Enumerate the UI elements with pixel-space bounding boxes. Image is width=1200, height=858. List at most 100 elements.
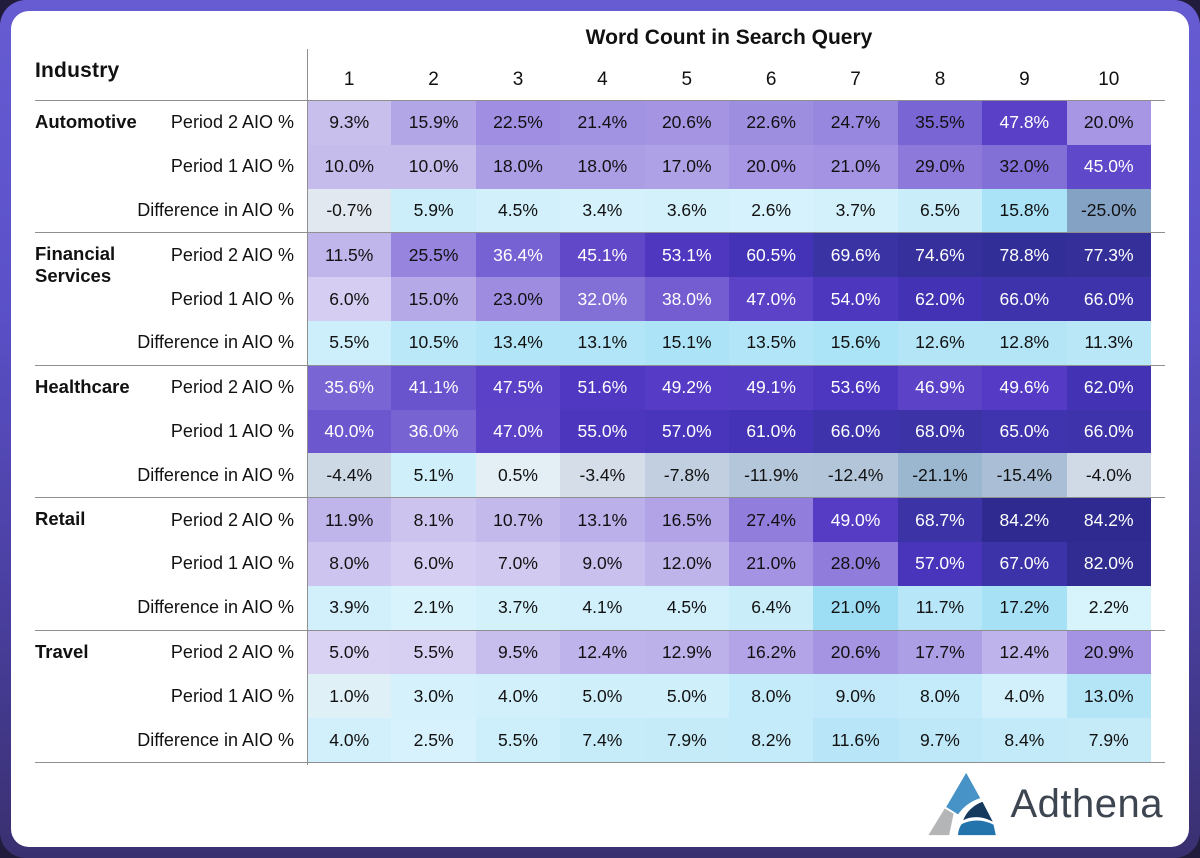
table-content: Industry Word Count in Search Query 1 2 3 4…	[35, 23, 1165, 765]
heatmap-cell: 1.0%	[307, 674, 392, 719]
heatmap-cell: 22.5%	[475, 101, 561, 145]
heatmap-cell: 18.0%	[475, 144, 561, 189]
heatmap-cell: 8.0%	[307, 541, 392, 586]
heatmap-cell: 38.0%	[644, 277, 729, 321]
heatmap-cell: 17.0%	[644, 144, 729, 189]
heatmap-cell: 7.9%	[644, 718, 729, 762]
heatmap-cell: -12.4%	[813, 453, 898, 498]
heatmap-cell: 13.1%	[560, 320, 645, 365]
heatmap-cell: 77.3%	[1066, 233, 1151, 278]
heatmap-cell: 35.6%	[307, 365, 392, 410]
heatmap-cell: 82.0%	[1066, 541, 1151, 586]
heatmap-cell: 49.6%	[982, 365, 1067, 410]
chart-title: Word Count in Search Query	[585, 26, 873, 49]
heatmap-cell: 13.0%	[1066, 674, 1151, 719]
heatmap-cell: 13.1%	[560, 498, 645, 542]
heatmap-cell: 10.7%	[475, 498, 561, 542]
heatmap-cell: 11.3%	[1066, 320, 1151, 365]
heatmap-cell: 66.0%	[1066, 409, 1151, 454]
heatmap-cell: 18.0%	[560, 144, 645, 189]
heatmap-cell: 3.4%	[560, 188, 645, 233]
heatmap-cell: -15.4%	[982, 453, 1067, 498]
metric-row-label: Difference in AIO %	[137, 332, 294, 353]
heatmap-cell: -0.7%	[307, 188, 392, 233]
industry-block: Financial Services Period 2 AIO % 11.5% 25.…	[35, 232, 1165, 365]
heatmap-cell: 16.2%	[728, 630, 814, 675]
heatmap-cell: 12.9%	[644, 630, 729, 675]
heatmap-cell: 13.4%	[475, 320, 561, 365]
heatmap-cell: 32.0%	[560, 277, 645, 321]
heatmap-cell: 20.0%	[728, 144, 814, 189]
industry-name: Retail	[35, 508, 86, 530]
column-header: 1	[343, 69, 355, 90]
heatmap-cell: 5.0%	[560, 674, 645, 719]
heatmap-cell: 2.2%	[1066, 585, 1151, 630]
metric-row-label: Period 1 AIO %	[170, 156, 294, 177]
heatmap-cell: 23.0%	[475, 277, 561, 321]
heatmap-cell: 12.4%	[560, 630, 645, 675]
metric-row-label: Period 2 AIO %	[170, 641, 294, 662]
heatmap-cell: 5.9%	[391, 188, 476, 233]
heatmap-cell: 35.5%	[897, 101, 983, 145]
heatmap-cell: 62.0%	[897, 277, 983, 321]
metric-row-label: Difference in AIO %	[137, 597, 294, 618]
heatmap-cell: 61.0%	[728, 409, 814, 454]
heatmap-cell: 41.1%	[391, 365, 476, 410]
heatmap-cell: 36.0%	[391, 409, 476, 454]
column-header: 2	[428, 69, 439, 90]
heatmap-cell: 57.0%	[897, 541, 983, 586]
heatmap-cell: 24.7%	[813, 101, 898, 145]
heatmap-cell: 53.1%	[644, 233, 729, 278]
logo-navy-piece	[963, 801, 994, 822]
heatmap-cell: 15.9%	[391, 101, 476, 145]
heatmap-cell: 9.5%	[475, 630, 561, 675]
heatmap-cell: 2.6%	[728, 188, 814, 233]
column-header: 3	[512, 69, 524, 90]
metric-row-label: Period 1 AIO %	[170, 553, 294, 574]
heatmap-cell: 8.4%	[982, 718, 1067, 762]
heatmap-cell: -4.4%	[307, 453, 392, 498]
heatmap-cell: 47.5%	[475, 365, 561, 410]
heatmap-cell: 29.0%	[897, 144, 983, 189]
logo-lightblue-piece	[946, 772, 981, 815]
heatmap-cell: 47.0%	[728, 277, 814, 321]
heatmap-cell: 66.0%	[982, 277, 1067, 321]
header-divider-line	[307, 49, 308, 765]
metric-row-label: Period 1 AIO %	[170, 288, 294, 309]
heatmap-cell: 49.1%	[728, 365, 814, 410]
industry-block: Automotive Period 2 AIO % 9.3% 15.9% 22.5% 21…	[35, 100, 1165, 233]
heatmap-cell: 5.0%	[644, 674, 729, 719]
heatmap-cell: 9.7%	[897, 718, 983, 762]
heatmap-cell: 68.0%	[897, 409, 983, 454]
heatmap-cell: 3.6%	[644, 188, 729, 233]
heatmap-cell: 3.9%	[307, 585, 392, 630]
heatmap-cell: 20.6%	[813, 630, 898, 675]
heatmap-cell: 2.5%	[391, 718, 476, 762]
column-header: 10	[1098, 69, 1120, 90]
industry-block: Healthcare Period 2 AIO % 35.6% 41.1% 47.5% 5…	[35, 364, 1165, 498]
heatmap-cell: 25.5%	[391, 233, 476, 278]
heatmap-cell: 15.8%	[982, 188, 1067, 233]
heatmap-cell: 15.1%	[644, 320, 729, 365]
metric-row-label: Difference in AIO %	[137, 199, 294, 220]
heatmap-cell: 84.2%	[982, 498, 1067, 542]
heatmap-cell: 54.0%	[813, 277, 898, 321]
card: Industry Word Count in Search Query 1 2 3 4…	[11, 11, 1189, 847]
heatmap-cell: 22.6%	[728, 101, 814, 145]
heatmap-cell: 8.1%	[391, 498, 476, 542]
metric-row-label: Difference in AIO %	[137, 464, 294, 485]
heatmap-cell: 9.3%	[307, 101, 392, 145]
heatmap-cell: 17.2%	[982, 585, 1067, 630]
heatmap-cell: 47.0%	[475, 409, 561, 454]
adthena-logo: Adthena	[924, 771, 1163, 837]
heatmap-cell: 69.6%	[813, 233, 898, 278]
heatmap-cell: 36.4%	[475, 233, 561, 278]
heatmap-cell: 49.2%	[644, 365, 729, 410]
metric-row-label: Period 2 AIO %	[170, 377, 294, 398]
heatmap-cell: -25.0%	[1066, 188, 1151, 233]
heatmap-cell: 5.5%	[307, 320, 392, 365]
heatmap-cell: 45.0%	[1066, 144, 1151, 189]
heatmap-cell: 12.0%	[644, 541, 729, 586]
logo-mediumblue-piece	[958, 820, 997, 836]
